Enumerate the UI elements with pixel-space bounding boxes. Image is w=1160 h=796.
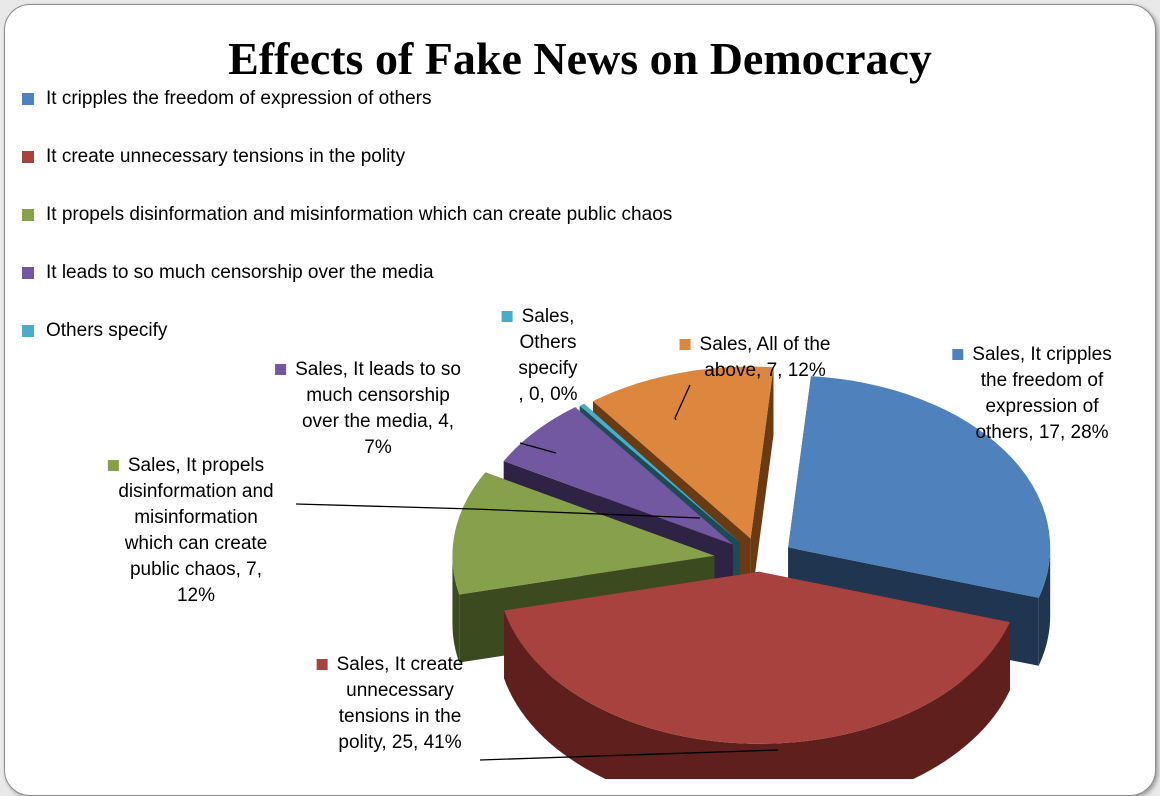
data-label-line: above, 7, 12% xyxy=(704,360,826,381)
slice-outer-wall xyxy=(504,610,1010,779)
data-label-line: 7% xyxy=(364,437,392,458)
legend-swatch xyxy=(22,325,34,337)
data-label-line: expression of xyxy=(985,396,1099,417)
slice-side-wall xyxy=(750,367,774,607)
data-label-key xyxy=(107,460,119,471)
data-label-line: public chaos, 7, xyxy=(130,559,262,580)
data-label-line: much censorship xyxy=(306,385,450,406)
data-label-key xyxy=(679,339,691,350)
data-label-line: others, 17, 28% xyxy=(975,422,1108,443)
data-label: Sales, It create unnecessary tensions in t… xyxy=(316,654,464,753)
slice-top-face xyxy=(579,403,740,543)
data-label-line: over the media, 4, xyxy=(302,411,454,432)
data-label-line: Others xyxy=(519,332,576,353)
data-label-line: misinformation xyxy=(134,507,258,528)
data-label-line: the freedom of xyxy=(981,370,1104,391)
leader-line xyxy=(674,384,691,421)
leader-line xyxy=(519,442,557,454)
slice-top-face xyxy=(788,376,1051,598)
data-label-line: Sales, It leads to so xyxy=(295,359,461,380)
slice-top-face xyxy=(504,571,1010,744)
slice-top-face xyxy=(503,407,733,545)
data-label-line: Sales, xyxy=(522,306,575,327)
pie-slice xyxy=(504,571,1010,779)
data-label-line: Sales, It propels xyxy=(128,455,264,476)
data-label: Sales, It propels disinformation and misin… xyxy=(107,455,274,606)
data-label-line: specify xyxy=(518,358,578,379)
leader-line xyxy=(295,503,701,519)
data-label-line: Sales, It create xyxy=(337,654,464,675)
legend-swatch xyxy=(22,209,34,221)
data-label-key xyxy=(316,659,328,670)
pie-chart: Sales, It cripples the freedom of expressi… xyxy=(107,306,1112,779)
legend-label: It cripples the freedom of expression of… xyxy=(46,88,432,109)
data-label-line: Sales, It cripples xyxy=(972,344,1111,365)
legend-label: It create unnecessary tensions in the po… xyxy=(46,146,406,167)
slice-outer-wall xyxy=(1038,547,1051,666)
data-label: Sales, It leads to so much censorship over… xyxy=(275,359,461,458)
legend-label: Others specify xyxy=(46,320,168,341)
slice-outer-wall xyxy=(452,555,460,663)
data-label-line: Sales, All of the xyxy=(700,334,831,355)
data-label-line: 12% xyxy=(177,585,215,606)
legend-swatch xyxy=(22,267,34,279)
data-label-key xyxy=(952,349,964,360)
slice-top-face xyxy=(452,472,715,595)
data-label: Sales, All of the above, 7, 12% xyxy=(679,334,831,381)
legend-swatch xyxy=(22,151,34,163)
data-label-line: which can create xyxy=(124,533,268,554)
data-label-line: disinformation and xyxy=(118,481,273,502)
data-label: Sales, Others specify , 0, 0% xyxy=(501,306,578,405)
chart-title: Effects of Fake News on Democracy xyxy=(228,33,932,84)
data-label-line: , 0, 0% xyxy=(518,384,577,405)
data-label-key xyxy=(501,311,513,322)
legend-swatch xyxy=(22,93,34,105)
data-label-line: tensions in the xyxy=(339,706,462,727)
data-label: Sales, It cripples the freedom of expressi… xyxy=(952,344,1112,443)
slice-top-face xyxy=(592,366,774,539)
legend-label: It propels disinformation and misinforma… xyxy=(46,204,673,225)
data-label-line: unnecessary xyxy=(346,680,454,701)
leader-line xyxy=(479,749,779,761)
data-label-line: polity, 25, 41% xyxy=(338,732,461,753)
legend-label: It leads to so much censorship over the … xyxy=(46,262,434,283)
data-label-key xyxy=(275,364,287,375)
